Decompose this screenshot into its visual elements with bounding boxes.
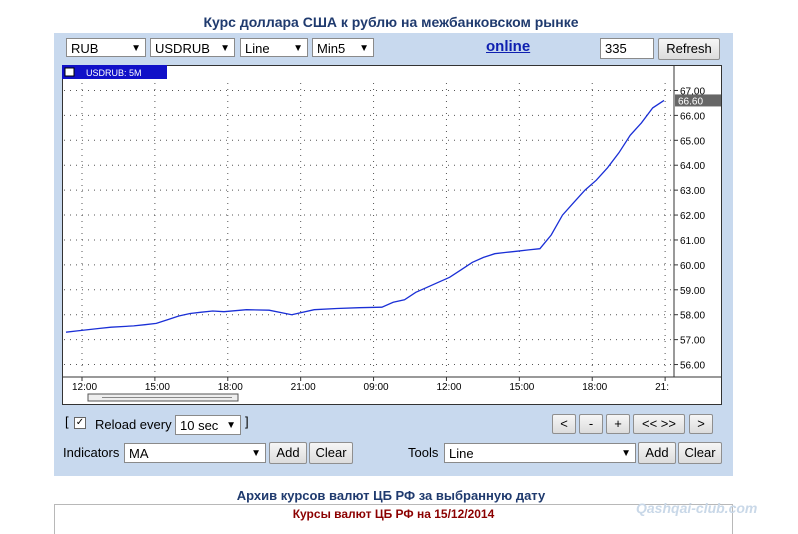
pair-select[interactable]: USDRUB ▼ (150, 38, 235, 57)
rates-table: Курсы валют ЦБ РФ на 15/12/2014 (54, 504, 733, 534)
price-chart: 56.00 57.00 58.00 59.00 60.00 61.00 62.00 63.00… (62, 65, 722, 405)
archive-title: Архив курсов валют ЦБ РФ за выбранную да… (236, 488, 546, 503)
price-line (65, 99, 665, 333)
y-tick-label: 64.00 (680, 161, 705, 172)
timeframe-select[interactable]: Min5 ▼ (312, 38, 374, 57)
y-tick-label: 60.00 (680, 261, 705, 272)
chevron-down-icon: ▼ (359, 43, 369, 54)
x-tick-label: 15:00 (509, 382, 534, 393)
reload-checkbox[interactable]: ✓ (74, 417, 86, 429)
x-tick-label: 18:00 (218, 382, 243, 393)
series-label: USDRUB: 5M (86, 68, 142, 78)
y-tick-label: 67.00 (680, 86, 705, 97)
currency-select[interactable]: RUB ▼ (66, 38, 146, 57)
chevron-down-icon: ▼ (621, 448, 631, 459)
chevron-down-icon: ▼ (251, 448, 261, 459)
y-tick-label: 63.00 (680, 186, 705, 197)
y-tick-label: 57.00 (680, 336, 705, 347)
last-value-box (675, 94, 721, 107)
x-tick-label: 12:00 (436, 382, 461, 393)
tool-clear-button[interactable]: Clear (678, 442, 722, 464)
rates-table-header: Курсы валют ЦБ РФ на 15/12/2014 (292, 507, 495, 521)
y-tick-label: 62.00 (680, 211, 705, 222)
y-tick-label: 61.00 (680, 236, 705, 247)
zoom-out-button[interactable]: - (579, 414, 603, 434)
chevron-down-icon: ▼ (131, 43, 141, 54)
chart-type-select[interactable]: Line ▼ (240, 38, 308, 57)
chevron-down-icon: ▼ (293, 43, 303, 54)
indicators-label: Indicators (63, 445, 120, 460)
reload-label: Reload every (95, 417, 172, 432)
online-link[interactable]: online (486, 38, 531, 55)
x-tick-label: 21:00 (291, 382, 316, 393)
price-chart-svg: 56.00 57.00 58.00 59.00 60.00 61.00 62.00 63.00… (62, 65, 722, 405)
bracket-close: ] (245, 414, 249, 429)
tools-select[interactable]: Line ▼ (444, 443, 636, 463)
x-tick-label: 18:00 (582, 382, 607, 393)
y-tick-label: 66.00 (680, 111, 705, 122)
y-tick-label: 58.00 (680, 311, 705, 322)
indicator-clear-button[interactable]: Clear (309, 442, 353, 464)
y-tick-label: 56.00 (680, 361, 705, 372)
chevron-down-icon: ▼ (220, 43, 230, 54)
fit-all-button[interactable]: << >> (633, 414, 685, 434)
indicators-select[interactable]: MA ▼ (124, 443, 266, 463)
bars-count-input[interactable]: 335 (600, 38, 654, 59)
y-tick-label: 59.00 (680, 286, 705, 297)
zoom-in-button[interactable]: + (606, 414, 630, 434)
tool-add-button[interactable]: Add (638, 442, 676, 464)
reload-interval-select[interactable]: 10 sec ▼ (175, 415, 241, 435)
series-label-box (62, 65, 167, 79)
scroll-right-button[interactable]: > (689, 414, 713, 434)
indicator-add-button[interactable]: Add (269, 442, 307, 464)
last-value-label: 66.60 (678, 96, 703, 107)
x-tick-label: 09:00 (364, 382, 389, 393)
x-tick-label: 21: (655, 382, 669, 393)
scroll-left-button[interactable]: < (552, 414, 576, 434)
chart-frame (62, 65, 722, 405)
bracket-open: [ (65, 414, 69, 429)
y-tick-label: 65.00 (680, 136, 705, 147)
page-title: Курс доллара США к рублю на межбанковско… (203, 14, 579, 30)
x-tick-label: 12:00 (72, 382, 97, 393)
watermark: Qashqai-club.com (636, 500, 758, 516)
x-tick-label: 15:00 (145, 382, 170, 393)
tools-label: Tools (408, 445, 439, 460)
series-label-icon (64, 67, 75, 77)
chevron-down-icon: ▼ (226, 420, 236, 431)
refresh-button[interactable]: Refresh (658, 38, 720, 60)
